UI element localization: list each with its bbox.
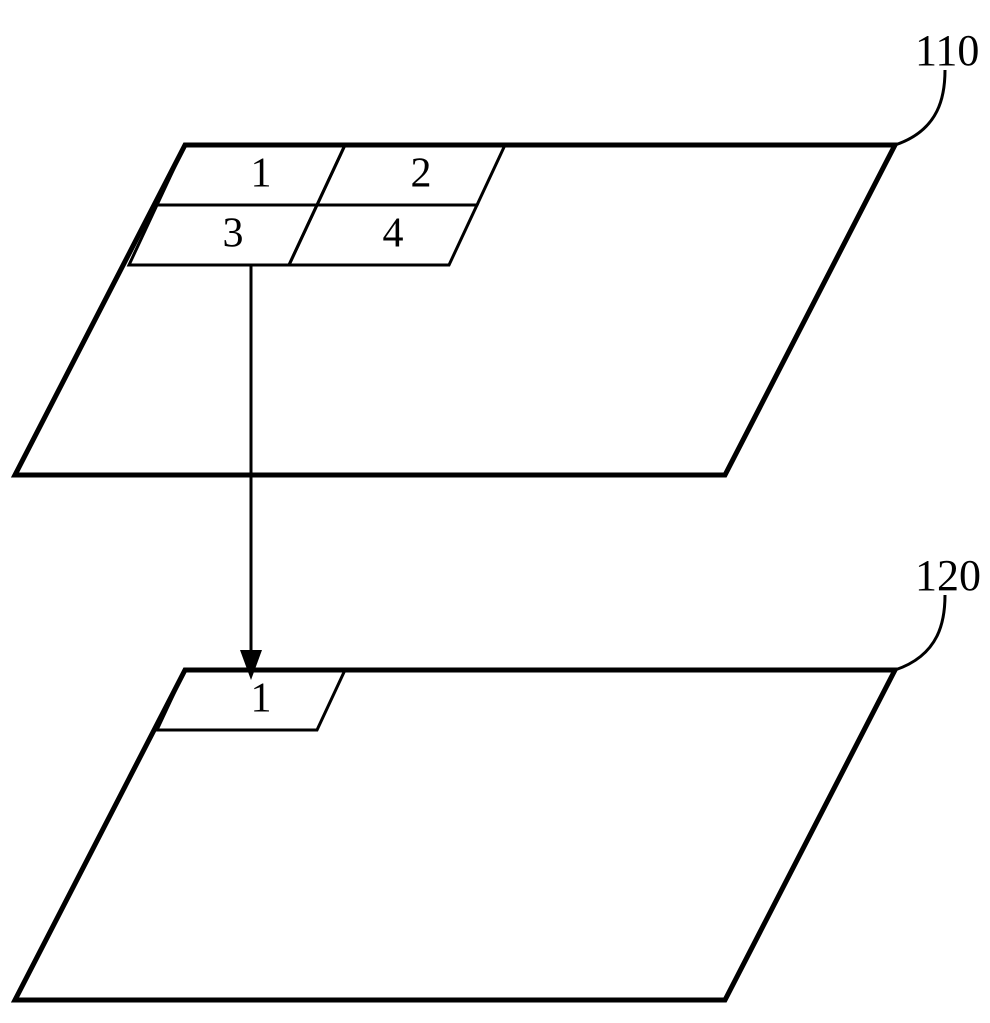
lower-plane [15, 670, 895, 1000]
diagram-root: 1 2 3 4 110 1 120 [0, 0, 990, 1023]
lower-plane-callout-leader [895, 595, 945, 670]
upper-plane-cell-3-label: 3 [223, 211, 244, 257]
upper-plane-callout-label: 110 [915, 26, 979, 75]
upper-plane-cell-4-label: 4 [383, 211, 404, 257]
upper-plane-callout-leader [895, 70, 945, 145]
upper-plane-cell-2-label: 2 [411, 151, 432, 197]
lower-plane-cell-1b-label: 1 [251, 676, 272, 722]
upper-plane-cell-1-label: 1 [251, 151, 272, 197]
lower-plane-callout-label: 120 [915, 551, 981, 600]
upper-plane [15, 145, 895, 475]
